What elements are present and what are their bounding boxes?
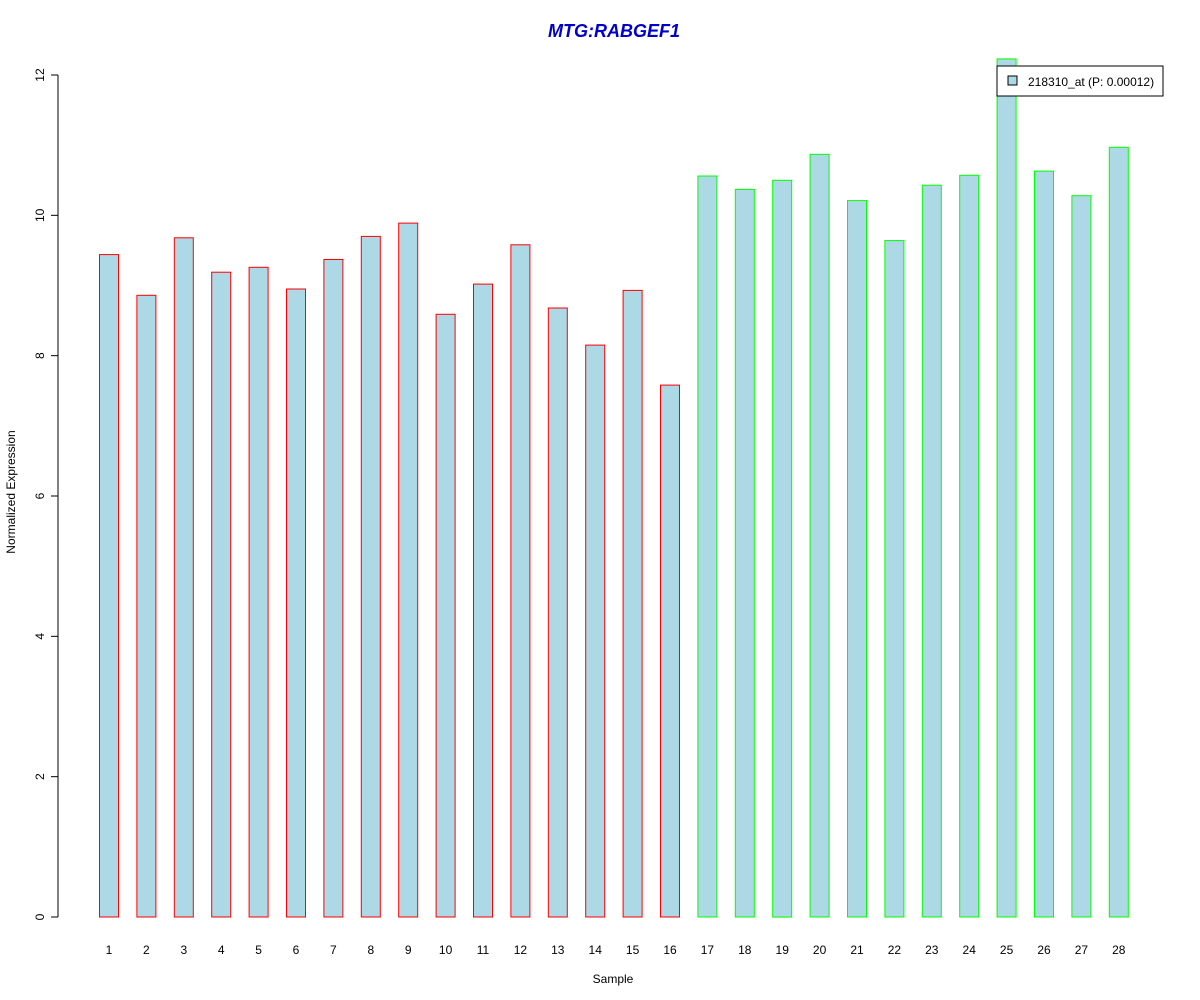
legend: 218310_at (P: 0.00012) — [996, 65, 1164, 97]
bar-sample-23 — [921, 184, 942, 918]
bar-sample-2 — [136, 294, 157, 918]
legend-label: 218310_at (P: 0.00012) — [1028, 75, 1154, 89]
x-tick-label: 4 — [218, 943, 225, 957]
bar-sample-4 — [211, 271, 232, 918]
x-tick-label: 16 — [663, 943, 677, 957]
bar-sample-14 — [585, 344, 606, 918]
x-axis-tick-labels: 1 2 3 4 5 6 7 8 9 10 11 12 13 14 15 16 17 18 19 20 21 22 23 24 2… — [106, 943, 1126, 957]
bar-sample-11 — [473, 283, 493, 918]
x-tick-label: 23 — [925, 943, 939, 957]
y-axis: 0 2 4 6 8 10 12 — [33, 68, 59, 920]
x-tick-label: 5 — [255, 943, 262, 957]
bar-sample-8 — [360, 235, 381, 918]
bar-sample-25 — [996, 58, 1017, 918]
x-tick-label: 13 — [551, 943, 565, 957]
x-tick-label: 15 — [626, 943, 640, 957]
x-tick-label: 8 — [367, 943, 374, 957]
bar-sample-7 — [323, 259, 344, 918]
bar-sample-20 — [809, 153, 830, 918]
y-tick-label: 6 — [33, 492, 47, 499]
bar-sample-28 — [1108, 146, 1129, 918]
bar-sample-27 — [1071, 195, 1092, 918]
x-tick-label: 25 — [1000, 943, 1014, 957]
x-axis-label: Sample — [593, 972, 634, 986]
x-tick-label: 20 — [813, 943, 827, 957]
x-tick-label: 26 — [1037, 943, 1051, 957]
x-tick-label: 24 — [963, 943, 977, 957]
x-tick-label: 2 — [143, 943, 150, 957]
y-axis-label: Normalized Expression — [4, 430, 18, 553]
chart-title: MTG:RABGEF1 — [548, 21, 680, 41]
bar-sample-24 — [959, 174, 980, 918]
bar-sample-9 — [398, 222, 419, 918]
x-tick-label: 27 — [1075, 943, 1089, 957]
x-tick-label: 14 — [589, 943, 603, 957]
bar-sample-13 — [547, 307, 568, 918]
x-tick-label: 10 — [439, 943, 453, 957]
bar-sample-16 — [660, 384, 680, 918]
y-tick-label: 10 — [33, 208, 47, 222]
x-tick-label: 3 — [180, 943, 187, 957]
bar-sample-17 — [697, 175, 718, 918]
bar-sample-18 — [734, 188, 755, 918]
bar-sample-19 — [772, 179, 793, 918]
bar-sample-21 — [847, 200, 867, 918]
x-tick-label: 18 — [738, 943, 752, 957]
x-tick-label: 6 — [293, 943, 300, 957]
x-tick-label: 11 — [477, 943, 490, 957]
bar-sample-10 — [435, 313, 456, 918]
bar-sample-26 — [1034, 170, 1054, 918]
x-tick-label: 21 — [850, 943, 864, 957]
bar-sample-5 — [248, 266, 269, 918]
legend-box — [996, 65, 1164, 97]
x-tick-label: 17 — [701, 943, 715, 957]
bar-sample-22 — [884, 240, 905, 918]
x-tick-label: 19 — [776, 943, 790, 957]
bar-sample-3 — [173, 237, 194, 918]
bar-sample-6 — [286, 288, 306, 918]
y-tick-label: 4 — [33, 633, 47, 640]
y-tick-label: 0 — [33, 913, 47, 920]
x-tick-label: 7 — [330, 943, 337, 957]
bar-sample-15 — [622, 289, 643, 918]
legend-swatch — [1007, 75, 1018, 86]
bar-sample-12 — [510, 244, 531, 918]
bar-sample-1 — [99, 254, 119, 918]
x-tick-label: 9 — [405, 943, 412, 957]
x-tick-label: 22 — [888, 943, 902, 957]
x-tick-label: 12 — [514, 943, 528, 957]
y-tick-label: 12 — [33, 68, 47, 82]
x-tick-label: 1 — [106, 943, 113, 957]
y-tick-label: 8 — [33, 352, 47, 359]
bars-group — [99, 58, 1129, 918]
y-tick-label: 2 — [33, 773, 47, 780]
x-tick-label: 28 — [1112, 943, 1126, 957]
